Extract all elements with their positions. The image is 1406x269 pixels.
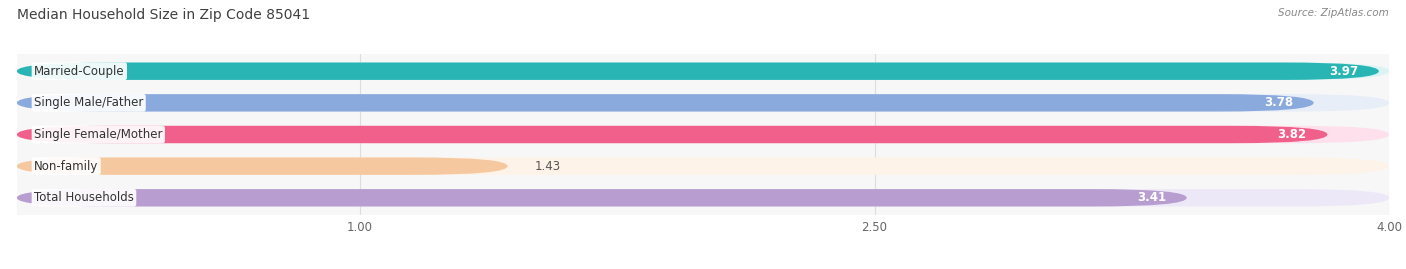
Text: Single Male/Father: Single Male/Father xyxy=(34,96,143,109)
FancyBboxPatch shape xyxy=(17,126,1389,143)
Text: 3.78: 3.78 xyxy=(1264,96,1294,109)
FancyBboxPatch shape xyxy=(17,94,1389,112)
FancyBboxPatch shape xyxy=(17,189,1389,207)
FancyBboxPatch shape xyxy=(17,62,1389,80)
Text: 3.82: 3.82 xyxy=(1278,128,1306,141)
Text: Total Households: Total Households xyxy=(34,191,134,204)
Text: Single Female/Mother: Single Female/Mother xyxy=(34,128,163,141)
FancyBboxPatch shape xyxy=(17,62,1379,80)
FancyBboxPatch shape xyxy=(17,94,1313,112)
Text: 3.41: 3.41 xyxy=(1137,191,1166,204)
FancyBboxPatch shape xyxy=(17,157,1389,175)
FancyBboxPatch shape xyxy=(17,189,1187,207)
Text: 3.97: 3.97 xyxy=(1329,65,1358,78)
Text: Married-Couple: Married-Couple xyxy=(34,65,125,78)
Text: Source: ZipAtlas.com: Source: ZipAtlas.com xyxy=(1278,8,1389,18)
Text: Median Household Size in Zip Code 85041: Median Household Size in Zip Code 85041 xyxy=(17,8,309,22)
Text: 1.43: 1.43 xyxy=(534,160,561,173)
FancyBboxPatch shape xyxy=(17,126,1327,143)
FancyBboxPatch shape xyxy=(17,157,508,175)
Text: Non-family: Non-family xyxy=(34,160,98,173)
